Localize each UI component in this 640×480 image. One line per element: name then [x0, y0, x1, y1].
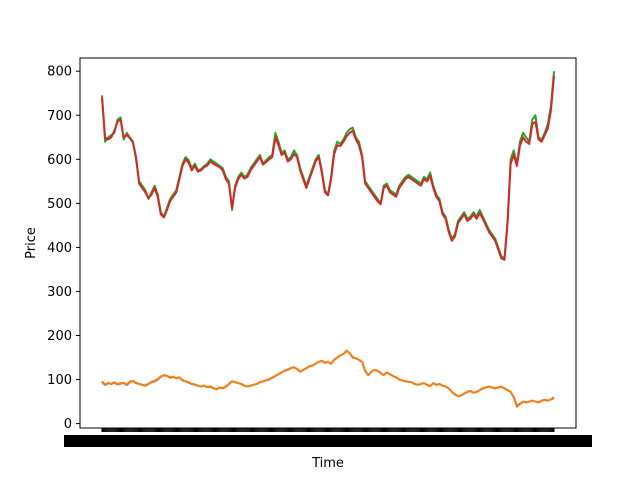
y-tick-label: 400: [47, 241, 72, 256]
y-tick-label: 700: [47, 109, 72, 124]
y-tick-label: 200: [47, 329, 72, 344]
y-axis-label: Price: [24, 227, 39, 259]
y-tick-label: 100: [47, 373, 72, 388]
plot-area: [80, 58, 576, 428]
y-tick-label: 800: [47, 65, 72, 80]
y-tick-label: 300: [47, 285, 72, 300]
y-tick-layer: 0 100 200 300 400 500 600 700 800: [47, 65, 80, 432]
x-axis-label: Time: [311, 456, 344, 471]
y-tick-label: 600: [47, 153, 72, 168]
y-tick-label: 0: [64, 417, 72, 432]
x-tick-labels-overlapped: [64, 435, 592, 447]
y-tick-label: 500: [47, 197, 72, 212]
x-tick-layer: [64, 428, 592, 447]
